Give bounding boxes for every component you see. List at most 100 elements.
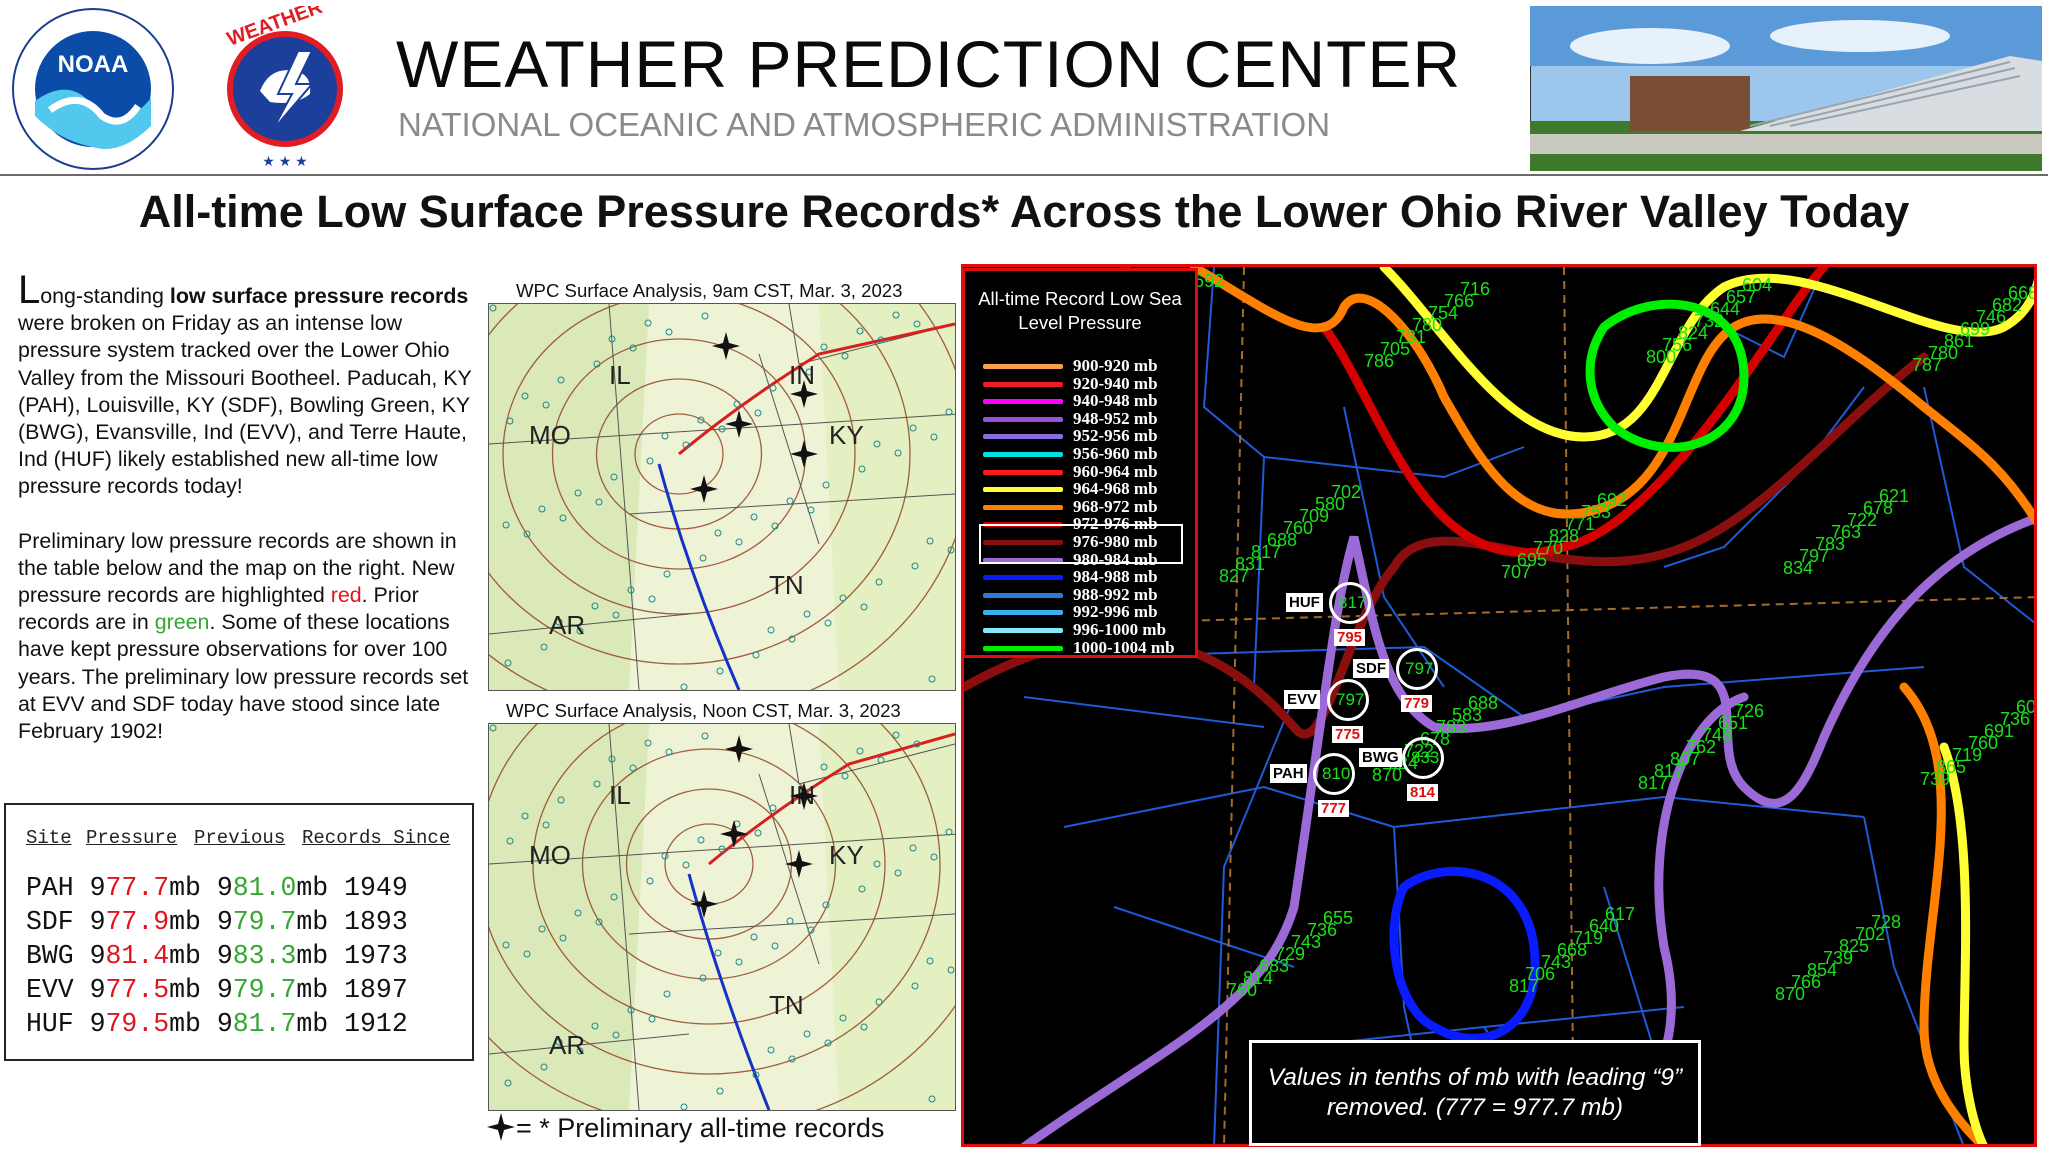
cell-new-val: 77.7 [105, 873, 170, 903]
table-row: EVV 977.5mb 979.7mb 1897 [26, 975, 408, 1005]
red-word: red [330, 583, 362, 608]
cell-new-val: 81.4 [105, 941, 170, 971]
station-value: 870 [1372, 765, 1402, 785]
legend-label: 984-988 mb [1073, 567, 1158, 587]
station-value: 766 [1444, 291, 1474, 311]
cell-prev-lead: 9 [216, 907, 233, 937]
legend-highlight-box [979, 524, 1183, 564]
station-value: 807 [1670, 749, 1700, 769]
legend-swatch [983, 592, 1063, 598]
station-value: 770 [1533, 538, 1563, 558]
station-value: 722 [1847, 510, 1877, 530]
cell-prev-val: 81.7 [232, 1009, 297, 1039]
station-value: 705 [1380, 339, 1410, 359]
station-value: 787 [1912, 355, 1942, 375]
cell-prev-lead: 9 [216, 1009, 233, 1039]
station-value: 783 [1815, 534, 1845, 554]
station-value: 870 [1775, 984, 1805, 1004]
cell-site: HUF [26, 1009, 90, 1039]
legend-label: 996-1000 mb [1073, 620, 1167, 639]
cell-new-val: 77.9 [105, 907, 170, 937]
cell-new-val: 77.5 [105, 975, 170, 1005]
station-value: 824 [1678, 323, 1708, 343]
station-value: 746 [1976, 307, 2006, 327]
header-divider [0, 174, 2048, 176]
station-value: 748 [1702, 725, 1732, 745]
station-value: 766 [1791, 972, 1821, 992]
legend-swatch [983, 399, 1063, 405]
record-star-icon [785, 850, 813, 878]
site-circle-huf [1329, 582, 1371, 624]
building-photo [1530, 6, 2042, 171]
station-value: 743 [1291, 932, 1321, 952]
legend-swatch [983, 645, 1063, 651]
cell-unit: mb [169, 907, 217, 937]
station-value: 771 [1565, 514, 1595, 534]
record-star-icon [790, 440, 818, 468]
station-value: 825 [1839, 936, 1869, 956]
legend-label: 900-920 mb [1073, 356, 1158, 375]
cell-prev-val: 81.0 [232, 873, 297, 903]
station-value: 707 [1501, 562, 1531, 582]
site-label: EVV [1284, 690, 1321, 709]
cell-since: 1973 [344, 941, 408, 971]
legend-swatch [983, 628, 1063, 633]
svg-text:★ ★ ★: ★ ★ ★ [262, 153, 307, 169]
station-value: 827 [1219, 566, 1249, 586]
station-value: 644 [1710, 299, 1740, 319]
cell-prev-lead: 9 [216, 873, 233, 903]
cell-site: PAH [26, 873, 90, 903]
intro-text-b: were broken on Friday as an intense low … [18, 311, 472, 499]
record-star-icon [690, 475, 718, 503]
cell-since: 1912 [344, 1009, 408, 1039]
state-label-in: IN [789, 360, 815, 390]
cell-prev-val: 83.3 [232, 941, 297, 971]
station-value: 729 [1275, 944, 1305, 964]
station-value: 762 [1686, 737, 1716, 757]
legend-label: 964-968 mb [1073, 479, 1158, 499]
cell-unit: mb [169, 941, 217, 971]
site-record: 814 [1407, 784, 1439, 801]
station-value: 716 [1460, 279, 1490, 299]
site-label: PAH [1270, 764, 1307, 783]
station-value: 831 [1235, 554, 1265, 574]
intro-text-c: Preliminary low pressure records are sho… [18, 528, 457, 608]
legend-swatch [983, 487, 1063, 493]
station-value: 753 [1581, 502, 1611, 522]
headline: All-time Low Surface Pressure Records* A… [138, 186, 1910, 237]
station-value: 640 [1589, 916, 1619, 936]
station-value: 706 [1525, 964, 1555, 984]
legend-label: 940-948 mb [1073, 391, 1158, 411]
nws-logo: WEATHER ★ ★ ★ [205, 6, 365, 169]
station-value: 736 [1307, 920, 1337, 940]
legend-label: 952-956 mb [1073, 426, 1158, 446]
station-value: 617 [1605, 904, 1635, 924]
station-value: 865 [1936, 757, 1966, 777]
cell-unit: mb [169, 1009, 217, 1039]
legend-swatch [983, 610, 1063, 616]
header: NOAA WEATHER ★ ★ ★ WEATHER PREDICTION CE… [0, 0, 2048, 176]
station-value: 834 [1783, 558, 1813, 578]
site-circle-bwg [1402, 737, 1444, 779]
site-circle-pah [1313, 753, 1355, 795]
table-row: SDF 977.9mb 979.7mb 1893 [26, 907, 408, 937]
record-star-icon [725, 735, 753, 763]
table-header-site: Site [26, 827, 72, 849]
state-label-mo: MO [529, 420, 571, 450]
station-value: 583 [1452, 705, 1482, 725]
intro-text-a: ong-standing [40, 284, 170, 308]
cell-prev-lead: 9 [216, 941, 233, 971]
station-value: 695 [1517, 550, 1547, 570]
star-icon [487, 1113, 515, 1141]
cell-new-lead: 9 [89, 873, 106, 903]
site-record: 775 [1332, 726, 1364, 743]
legend-label: 976-980 mb [1073, 532, 1158, 551]
intro-paragraph-1: Long-standing low surface pressure recor… [18, 270, 473, 501]
table-header-pressure: Pressure [86, 827, 178, 849]
legend-swatch [983, 381, 1063, 387]
legend-label: 956-960 mb [1073, 444, 1158, 463]
state-label-ky: KY [829, 420, 864, 450]
site-value: 797 [1336, 690, 1365, 709]
cell-new-lead: 9 [89, 1009, 106, 1039]
legend-label: 960-964 mb [1073, 461, 1158, 481]
